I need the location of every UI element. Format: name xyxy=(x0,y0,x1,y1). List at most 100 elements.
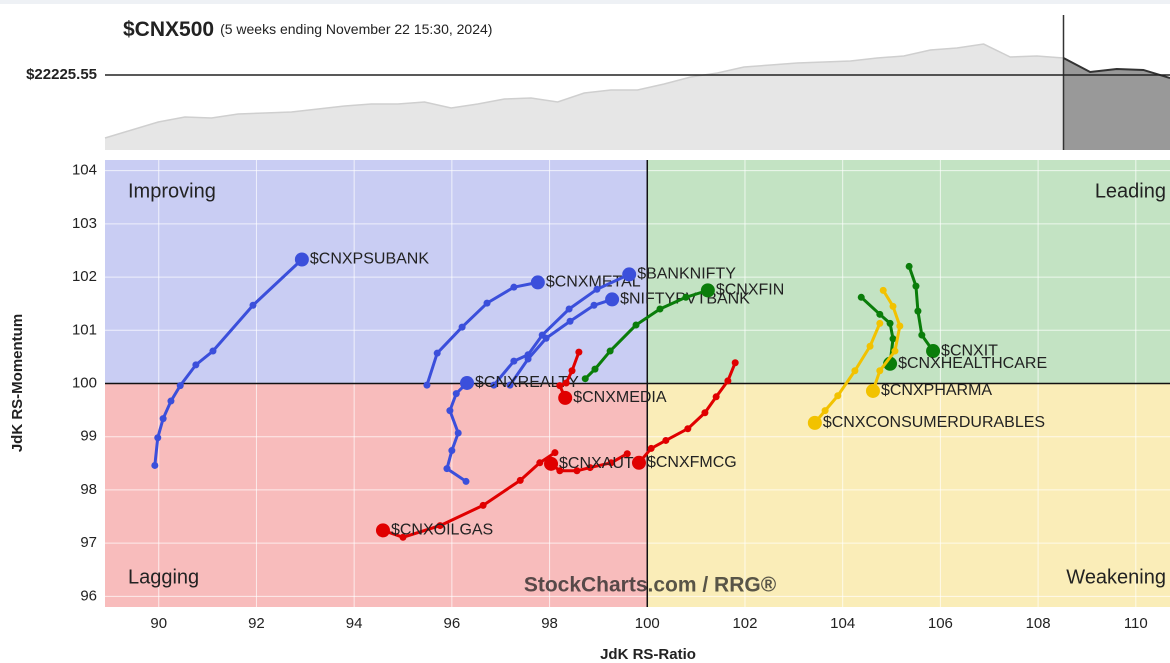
x-tick-label: 108 xyxy=(1026,615,1051,632)
tail-point xyxy=(151,461,159,469)
quadrant xyxy=(647,383,1170,607)
tail-point xyxy=(896,322,904,330)
tail-point xyxy=(462,477,470,485)
quadrant-label: Weakening xyxy=(1066,566,1166,588)
tail-point xyxy=(632,321,640,329)
tail-point xyxy=(573,467,581,475)
tail-point xyxy=(192,361,200,369)
quadrant xyxy=(647,160,1170,384)
tail-point xyxy=(490,381,498,389)
series-label: $CNXFMCG xyxy=(647,454,737,471)
x-tick-label: 100 xyxy=(635,615,660,632)
current-line xyxy=(1063,57,1170,79)
x-tick-label: 96 xyxy=(444,615,461,632)
tail-point xyxy=(506,381,514,389)
tail-point xyxy=(167,397,175,405)
tail-point xyxy=(647,444,655,452)
tail-point xyxy=(606,347,614,355)
series-label: $BANKNIFTY xyxy=(637,266,736,283)
tail-point xyxy=(448,447,456,455)
x-tick-label: 104 xyxy=(830,615,855,632)
tail-point xyxy=(154,434,162,442)
tail-point xyxy=(568,367,576,375)
tail-point xyxy=(918,331,926,339)
quadrant-label: Leading xyxy=(1095,180,1166,202)
tail-point xyxy=(510,283,518,291)
tail-point xyxy=(524,355,532,363)
tail-point xyxy=(542,334,550,342)
tail-point xyxy=(458,323,466,331)
tail-point xyxy=(423,381,431,389)
history-area xyxy=(105,44,1064,150)
tail-point xyxy=(623,450,631,458)
tail-point xyxy=(905,262,913,270)
head-point xyxy=(605,292,620,307)
tail-point xyxy=(857,293,865,301)
x-tick-label: 98 xyxy=(541,615,558,632)
x-tick-label: 92 xyxy=(248,615,265,632)
chart-title-text: $CNX500 xyxy=(123,18,214,41)
tail-point xyxy=(607,459,615,467)
tail-point xyxy=(556,467,564,475)
y-tick-label: 97 xyxy=(80,534,97,551)
tail-point xyxy=(656,305,664,313)
head-point xyxy=(865,383,880,398)
tail-point xyxy=(565,305,573,313)
head-point xyxy=(460,375,475,390)
tail-point xyxy=(834,392,842,400)
series-label: $CNXCONSUMERDURABLES xyxy=(823,414,1045,431)
tail-point xyxy=(551,449,559,457)
head-point xyxy=(622,267,637,282)
top-strip xyxy=(0,0,1170,4)
tail-point xyxy=(436,522,444,530)
series-label: $CNXPHARMA xyxy=(881,382,992,399)
series-label: $CNXAUTO xyxy=(559,455,646,472)
x-tick-label: 110 xyxy=(1124,615,1148,632)
tail-point xyxy=(536,459,544,467)
chart-title: $CNX500 (5 weeks ending November 22 15:30… xyxy=(123,18,492,41)
tail-point xyxy=(731,359,739,367)
head-point xyxy=(631,455,646,470)
series-label: $CNXREALTY xyxy=(475,374,579,391)
head-point xyxy=(544,456,559,471)
y-tick-label: 100 xyxy=(72,374,97,391)
tail-point xyxy=(479,501,487,509)
tail-point xyxy=(483,299,491,307)
y-tick-label: 102 xyxy=(72,268,97,285)
series-label: $CNXMETAL xyxy=(546,274,641,291)
x-tick-label: 90 xyxy=(150,615,167,632)
x-tick-label: 102 xyxy=(732,615,757,632)
head-point xyxy=(294,252,309,267)
tail-point xyxy=(912,282,920,290)
x-axis-title: JdK RS-Ratio xyxy=(600,646,696,663)
tail-point xyxy=(591,365,599,373)
quadrant xyxy=(105,383,648,607)
tail-point xyxy=(510,357,518,365)
tail-point xyxy=(724,377,732,385)
tail-point xyxy=(590,301,598,309)
current-area xyxy=(1063,57,1170,150)
series-label: $CNXHEALTHCARE xyxy=(898,355,1047,372)
head-point xyxy=(807,415,822,430)
head-point xyxy=(700,283,715,298)
tail-point xyxy=(566,317,574,325)
tail-point xyxy=(866,342,874,350)
series-label: $CNXPSUBANK xyxy=(310,251,429,268)
tail-line xyxy=(425,280,539,386)
tail-point xyxy=(562,379,570,387)
y-axis-title: JdK RS-Momentum xyxy=(9,314,26,452)
tail-point xyxy=(712,393,720,401)
tail-point xyxy=(879,286,887,294)
head-point xyxy=(926,344,941,359)
tail-point xyxy=(575,348,583,356)
reference-label: $22225.55 xyxy=(26,66,97,83)
tail-point xyxy=(443,465,451,473)
y-tick-label: 96 xyxy=(80,587,97,604)
tail-point xyxy=(433,349,441,357)
chart-subtitle: (5 weeks ending November 22 15:30, 2024) xyxy=(220,21,492,37)
head-point xyxy=(530,275,545,290)
y-tick-label: 103 xyxy=(72,215,97,232)
tail-point xyxy=(249,301,257,309)
head-point xyxy=(375,523,390,538)
